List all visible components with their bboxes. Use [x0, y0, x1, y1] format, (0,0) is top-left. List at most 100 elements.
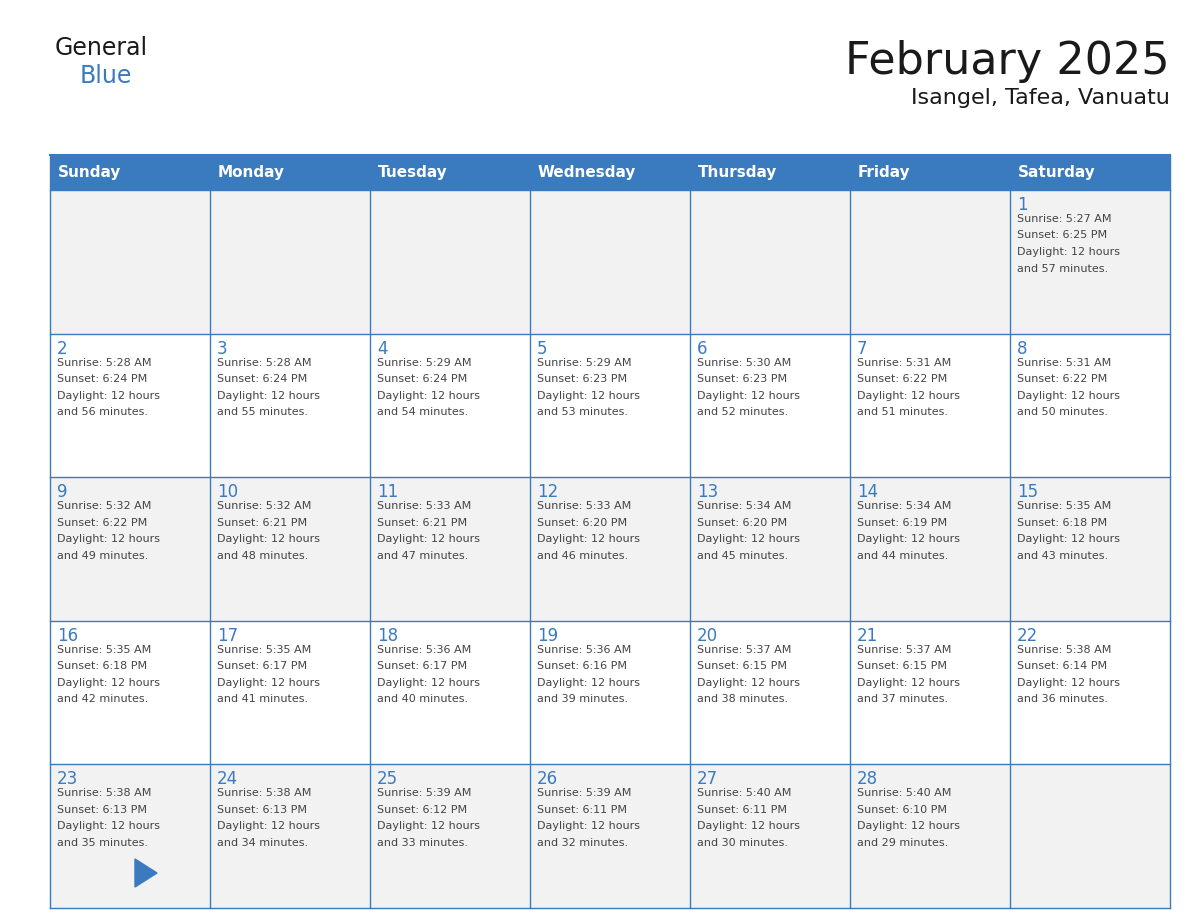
Text: Sunrise: 5:28 AM: Sunrise: 5:28 AM — [217, 358, 311, 367]
Text: Isangel, Tafea, Vanuatu: Isangel, Tafea, Vanuatu — [911, 88, 1170, 108]
Text: 23: 23 — [57, 770, 78, 789]
Text: 20: 20 — [697, 627, 718, 644]
Text: Sunrise: 5:35 AM: Sunrise: 5:35 AM — [217, 644, 311, 655]
Text: Sunset: 6:22 PM: Sunset: 6:22 PM — [57, 518, 147, 528]
Text: Daylight: 12 hours: Daylight: 12 hours — [217, 677, 320, 688]
Text: Daylight: 12 hours: Daylight: 12 hours — [857, 822, 960, 832]
Text: Sunset: 6:12 PM: Sunset: 6:12 PM — [377, 805, 467, 815]
Text: Sunrise: 5:28 AM: Sunrise: 5:28 AM — [57, 358, 152, 367]
Text: Sunrise: 5:39 AM: Sunrise: 5:39 AM — [377, 789, 472, 799]
Text: and 41 minutes.: and 41 minutes. — [217, 694, 308, 704]
Text: Sunrise: 5:39 AM: Sunrise: 5:39 AM — [537, 789, 631, 799]
Bar — [369, 190, 530, 333]
Bar — [369, 333, 530, 477]
Text: and 33 minutes.: and 33 minutes. — [377, 838, 468, 848]
Bar — [530, 333, 690, 477]
Bar — [849, 477, 1010, 621]
Text: 27: 27 — [697, 770, 718, 789]
Bar — [210, 333, 369, 477]
Text: Blue: Blue — [80, 64, 132, 88]
Text: and 36 minutes.: and 36 minutes. — [1017, 694, 1108, 704]
Text: and 45 minutes.: and 45 minutes. — [697, 551, 788, 561]
Text: 21: 21 — [857, 627, 878, 644]
Text: and 46 minutes.: and 46 minutes. — [537, 551, 628, 561]
Text: Daylight: 12 hours: Daylight: 12 hours — [217, 534, 320, 544]
Text: 12: 12 — [537, 483, 558, 501]
Text: 28: 28 — [857, 770, 878, 789]
Text: Sunrise: 5:32 AM: Sunrise: 5:32 AM — [57, 501, 151, 511]
Text: Sunset: 6:17 PM: Sunset: 6:17 PM — [217, 661, 308, 671]
Text: 9: 9 — [57, 483, 68, 501]
Bar — [530, 621, 690, 765]
Text: Sunset: 6:13 PM: Sunset: 6:13 PM — [57, 805, 147, 815]
Text: Daylight: 12 hours: Daylight: 12 hours — [377, 822, 480, 832]
Text: Daylight: 12 hours: Daylight: 12 hours — [377, 534, 480, 544]
Text: 5: 5 — [537, 340, 548, 358]
Text: 3: 3 — [217, 340, 228, 358]
Text: Sunrise: 5:31 AM: Sunrise: 5:31 AM — [1017, 358, 1111, 367]
Bar — [50, 477, 210, 621]
Text: 11: 11 — [377, 483, 398, 501]
Text: Daylight: 12 hours: Daylight: 12 hours — [217, 390, 320, 400]
Text: Sunrise: 5:37 AM: Sunrise: 5:37 AM — [697, 644, 791, 655]
Text: Daylight: 12 hours: Daylight: 12 hours — [697, 677, 800, 688]
Text: Sunrise: 5:34 AM: Sunrise: 5:34 AM — [697, 501, 791, 511]
Text: 7: 7 — [857, 340, 867, 358]
Text: Sunrise: 5:38 AM: Sunrise: 5:38 AM — [217, 789, 311, 799]
Text: and 39 minutes.: and 39 minutes. — [537, 694, 628, 704]
Text: Daylight: 12 hours: Daylight: 12 hours — [1017, 247, 1120, 257]
Bar — [690, 621, 849, 765]
Text: Daylight: 12 hours: Daylight: 12 hours — [377, 390, 480, 400]
Text: Friday: Friday — [858, 165, 911, 180]
Bar — [690, 765, 849, 908]
Text: Sunset: 6:19 PM: Sunset: 6:19 PM — [857, 518, 947, 528]
Text: General: General — [55, 36, 148, 60]
Text: and 54 minutes.: and 54 minutes. — [377, 407, 468, 417]
Text: Sunrise: 5:35 AM: Sunrise: 5:35 AM — [1017, 501, 1111, 511]
Text: Daylight: 12 hours: Daylight: 12 hours — [537, 822, 640, 832]
Text: 13: 13 — [697, 483, 719, 501]
Text: Sunset: 6:21 PM: Sunset: 6:21 PM — [217, 518, 308, 528]
Text: Sunset: 6:15 PM: Sunset: 6:15 PM — [697, 661, 786, 671]
Text: and 35 minutes.: and 35 minutes. — [57, 838, 148, 848]
Text: 14: 14 — [857, 483, 878, 501]
Text: and 55 minutes.: and 55 minutes. — [217, 407, 308, 417]
Text: Sunrise: 5:37 AM: Sunrise: 5:37 AM — [857, 644, 952, 655]
Text: Sunrise: 5:30 AM: Sunrise: 5:30 AM — [697, 358, 791, 367]
Text: Daylight: 12 hours: Daylight: 12 hours — [697, 390, 800, 400]
Text: Sunset: 6:24 PM: Sunset: 6:24 PM — [377, 375, 467, 384]
Text: Daylight: 12 hours: Daylight: 12 hours — [537, 677, 640, 688]
Text: Sunset: 6:16 PM: Sunset: 6:16 PM — [537, 661, 627, 671]
Text: and 47 minutes.: and 47 minutes. — [377, 551, 468, 561]
Bar — [1010, 190, 1170, 333]
Text: Sunrise: 5:32 AM: Sunrise: 5:32 AM — [217, 501, 311, 511]
Text: Sunset: 6:22 PM: Sunset: 6:22 PM — [1017, 375, 1107, 384]
Bar — [210, 477, 369, 621]
Bar — [849, 765, 1010, 908]
Text: Daylight: 12 hours: Daylight: 12 hours — [57, 822, 160, 832]
Text: Sunrise: 5:38 AM: Sunrise: 5:38 AM — [57, 789, 151, 799]
Text: Sunset: 6:21 PM: Sunset: 6:21 PM — [377, 518, 467, 528]
Text: Daylight: 12 hours: Daylight: 12 hours — [1017, 677, 1120, 688]
Text: Daylight: 12 hours: Daylight: 12 hours — [857, 390, 960, 400]
Bar — [50, 621, 210, 765]
Bar — [210, 190, 369, 333]
Text: Wednesday: Wednesday — [538, 165, 637, 180]
Text: Daylight: 12 hours: Daylight: 12 hours — [537, 534, 640, 544]
Text: Sunset: 6:18 PM: Sunset: 6:18 PM — [1017, 518, 1107, 528]
Text: Sunrise: 5:36 AM: Sunrise: 5:36 AM — [537, 644, 631, 655]
Text: Daylight: 12 hours: Daylight: 12 hours — [697, 822, 800, 832]
Bar — [530, 477, 690, 621]
Text: and 37 minutes.: and 37 minutes. — [857, 694, 948, 704]
Text: Sunset: 6:11 PM: Sunset: 6:11 PM — [697, 805, 786, 815]
Text: Daylight: 12 hours: Daylight: 12 hours — [1017, 390, 1120, 400]
Text: 19: 19 — [537, 627, 558, 644]
Text: Sunrise: 5:40 AM: Sunrise: 5:40 AM — [857, 789, 952, 799]
Text: Sunrise: 5:33 AM: Sunrise: 5:33 AM — [377, 501, 472, 511]
Text: Daylight: 12 hours: Daylight: 12 hours — [857, 677, 960, 688]
Text: February 2025: February 2025 — [846, 40, 1170, 83]
Bar — [849, 190, 1010, 333]
Bar — [369, 621, 530, 765]
Text: and 29 minutes.: and 29 minutes. — [857, 838, 948, 848]
Bar — [530, 765, 690, 908]
